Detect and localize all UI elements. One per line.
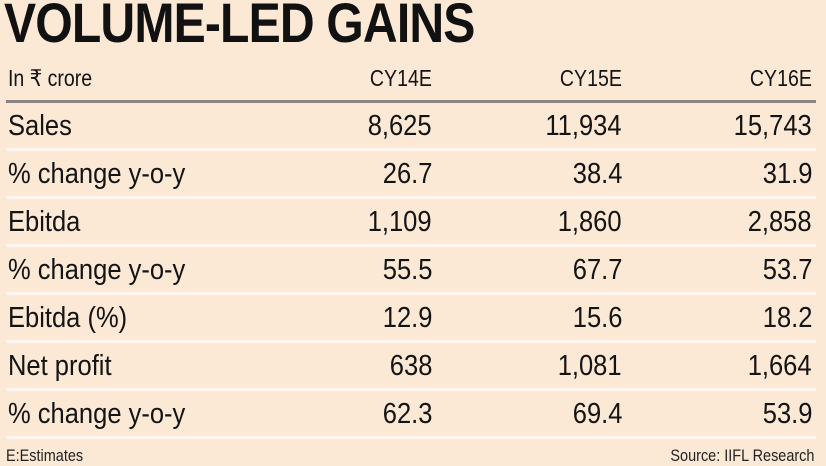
row-value: 11,934: [545, 110, 622, 142]
row-separator: [6, 292, 816, 295]
estimates-note: E:Estimates: [6, 446, 84, 465]
row-value: 55.5: [382, 254, 432, 286]
row-separator: [6, 340, 816, 343]
row-value: 638: [389, 350, 432, 382]
row-separator: [6, 388, 816, 391]
source-note: Source: IIFL Research: [669, 446, 814, 465]
row-label: Sales: [8, 110, 72, 142]
unit-label: In ₹ crore: [8, 65, 93, 91]
row-value: 1,081: [558, 350, 622, 382]
row-value: 38.4: [572, 158, 622, 190]
row-label: Net profit: [8, 350, 112, 382]
row-value: 69.4: [572, 398, 622, 430]
row-separator: [6, 148, 816, 151]
row-label: % change y-o-y: [8, 254, 186, 286]
column-header: CY15E: [560, 65, 622, 91]
row-value: 62.3: [382, 398, 432, 430]
table-row: Net profit 638 1,081 1,664: [0, 342, 826, 390]
row-separator: [6, 196, 816, 199]
row-label: % change y-o-y: [8, 158, 186, 190]
row-value: 15,743: [733, 110, 812, 142]
row-value: 53.7: [762, 254, 812, 286]
table-row: % change y-o-y 26.7 38.4 31.9: [0, 150, 826, 198]
row-separator: [6, 436, 816, 439]
header-rule: [6, 100, 816, 103]
row-value: 12.9: [382, 302, 432, 334]
row-label: Ebitda (%): [8, 302, 128, 334]
row-value: 1,860: [558, 206, 622, 238]
table-row: % change y-o-y 62.3 69.4 53.9: [0, 390, 826, 438]
table-row: % change y-o-y 55.5 67.7 53.7: [0, 246, 826, 294]
row-value: 1,109: [368, 206, 432, 238]
row-separator: [6, 244, 816, 247]
column-header: CY14E: [370, 65, 432, 91]
row-value: 8,625: [368, 110, 432, 142]
row-value: 67.7: [572, 254, 622, 286]
row-value: 15.6: [572, 302, 622, 334]
table-row: Ebitda (%) 12.9 15.6 18.2: [0, 294, 826, 342]
row-value: 1,664: [748, 350, 812, 382]
table-title: VOLUME-LED GAINS: [4, 0, 475, 54]
table-row: Sales 8,625 11,934 15,743: [0, 102, 826, 150]
row-label: % change y-o-y: [8, 398, 186, 430]
column-header: CY16E: [750, 65, 812, 91]
row-value: 53.9: [762, 398, 812, 430]
row-value: 18.2: [762, 302, 812, 334]
row-value: 26.7: [382, 158, 432, 190]
table-header: In ₹ crore CY14E CY15E CY16E: [0, 54, 826, 102]
row-label: Ebitda: [8, 206, 81, 238]
row-value: 31.9: [762, 158, 812, 190]
table-row: Ebitda 1,109 1,860 2,858: [0, 198, 826, 246]
row-value: 2,858: [748, 206, 812, 238]
